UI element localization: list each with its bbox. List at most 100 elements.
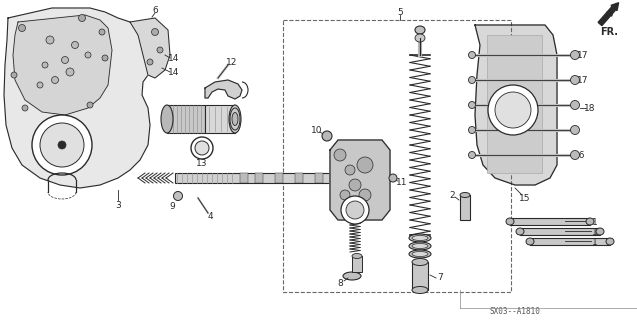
Text: 5: 5 bbox=[397, 7, 403, 17]
Bar bbox=[530, 238, 610, 245]
Circle shape bbox=[58, 141, 66, 149]
Text: 17: 17 bbox=[577, 76, 589, 84]
Bar bbox=[460, 195, 470, 220]
Ellipse shape bbox=[412, 259, 428, 266]
Circle shape bbox=[18, 25, 25, 31]
Polygon shape bbox=[130, 18, 170, 78]
Circle shape bbox=[71, 42, 78, 49]
Ellipse shape bbox=[343, 272, 361, 280]
Circle shape bbox=[334, 149, 346, 161]
Text: 8: 8 bbox=[337, 278, 343, 287]
Circle shape bbox=[349, 179, 361, 191]
Text: 6: 6 bbox=[152, 5, 158, 14]
Circle shape bbox=[66, 68, 74, 76]
Circle shape bbox=[62, 57, 69, 63]
Ellipse shape bbox=[586, 218, 594, 225]
Ellipse shape bbox=[606, 238, 614, 245]
Circle shape bbox=[571, 51, 580, 60]
Circle shape bbox=[78, 14, 85, 21]
Circle shape bbox=[468, 151, 475, 158]
Ellipse shape bbox=[409, 234, 431, 242]
Bar bbox=[412, 262, 428, 290]
Circle shape bbox=[359, 189, 371, 201]
Circle shape bbox=[345, 165, 355, 175]
Circle shape bbox=[157, 47, 163, 53]
Text: 1: 1 bbox=[592, 228, 598, 236]
Text: 17: 17 bbox=[577, 51, 589, 60]
Circle shape bbox=[11, 72, 17, 78]
Polygon shape bbox=[4, 8, 150, 188]
Ellipse shape bbox=[230, 108, 240, 130]
Circle shape bbox=[40, 123, 84, 167]
Circle shape bbox=[99, 29, 105, 35]
Ellipse shape bbox=[412, 286, 428, 293]
Polygon shape bbox=[330, 140, 390, 220]
Circle shape bbox=[571, 100, 580, 109]
Text: SX03--A1810: SX03--A1810 bbox=[490, 308, 541, 316]
Polygon shape bbox=[13, 15, 112, 115]
Text: 11: 11 bbox=[396, 178, 408, 187]
Bar bbox=[510, 218, 590, 225]
Bar bbox=[315, 173, 323, 183]
Bar bbox=[283, 20, 511, 292]
Circle shape bbox=[357, 157, 373, 173]
Ellipse shape bbox=[460, 193, 470, 197]
Ellipse shape bbox=[232, 113, 238, 125]
Text: 14: 14 bbox=[168, 68, 180, 76]
Text: 10: 10 bbox=[311, 125, 323, 134]
Ellipse shape bbox=[412, 236, 428, 241]
Circle shape bbox=[468, 52, 475, 59]
Circle shape bbox=[468, 126, 475, 133]
Text: 15: 15 bbox=[519, 194, 531, 203]
Circle shape bbox=[152, 28, 159, 36]
Text: 2: 2 bbox=[449, 190, 455, 199]
Bar bbox=[205, 105, 235, 133]
Ellipse shape bbox=[352, 253, 362, 259]
Circle shape bbox=[147, 59, 153, 65]
Bar bbox=[255, 173, 263, 183]
Bar bbox=[240, 173, 248, 183]
Circle shape bbox=[102, 55, 108, 61]
Circle shape bbox=[22, 105, 28, 111]
Ellipse shape bbox=[415, 34, 425, 42]
Circle shape bbox=[341, 196, 369, 224]
Text: 1: 1 bbox=[592, 218, 598, 227]
Circle shape bbox=[32, 115, 92, 175]
Circle shape bbox=[85, 52, 91, 58]
Text: 1: 1 bbox=[592, 237, 598, 246]
FancyArrow shape bbox=[598, 3, 619, 26]
Ellipse shape bbox=[412, 252, 428, 257]
Text: 12: 12 bbox=[226, 58, 238, 67]
Bar bbox=[520, 228, 600, 235]
Circle shape bbox=[389, 174, 397, 182]
Polygon shape bbox=[205, 80, 242, 99]
Circle shape bbox=[468, 101, 475, 108]
Ellipse shape bbox=[195, 141, 209, 155]
Circle shape bbox=[571, 125, 580, 134]
Bar bbox=[275, 173, 283, 183]
Ellipse shape bbox=[409, 250, 431, 258]
Text: 14: 14 bbox=[168, 53, 180, 62]
Bar bbox=[487, 35, 542, 173]
Circle shape bbox=[340, 190, 350, 200]
Circle shape bbox=[87, 102, 93, 108]
Ellipse shape bbox=[191, 137, 213, 159]
Bar bbox=[352, 256, 362, 272]
Circle shape bbox=[495, 92, 531, 128]
Text: 9: 9 bbox=[169, 202, 175, 211]
Circle shape bbox=[468, 76, 475, 84]
Circle shape bbox=[346, 201, 364, 219]
Polygon shape bbox=[475, 25, 557, 185]
Bar bbox=[167, 105, 205, 133]
Ellipse shape bbox=[596, 228, 604, 235]
Text: FR.: FR. bbox=[600, 27, 618, 37]
Circle shape bbox=[173, 191, 182, 201]
Circle shape bbox=[571, 150, 580, 159]
Ellipse shape bbox=[412, 244, 428, 249]
Bar bbox=[295, 173, 303, 183]
Text: 16: 16 bbox=[574, 150, 586, 159]
Circle shape bbox=[322, 131, 332, 141]
Ellipse shape bbox=[516, 228, 524, 235]
Ellipse shape bbox=[506, 218, 514, 225]
Circle shape bbox=[42, 62, 48, 68]
